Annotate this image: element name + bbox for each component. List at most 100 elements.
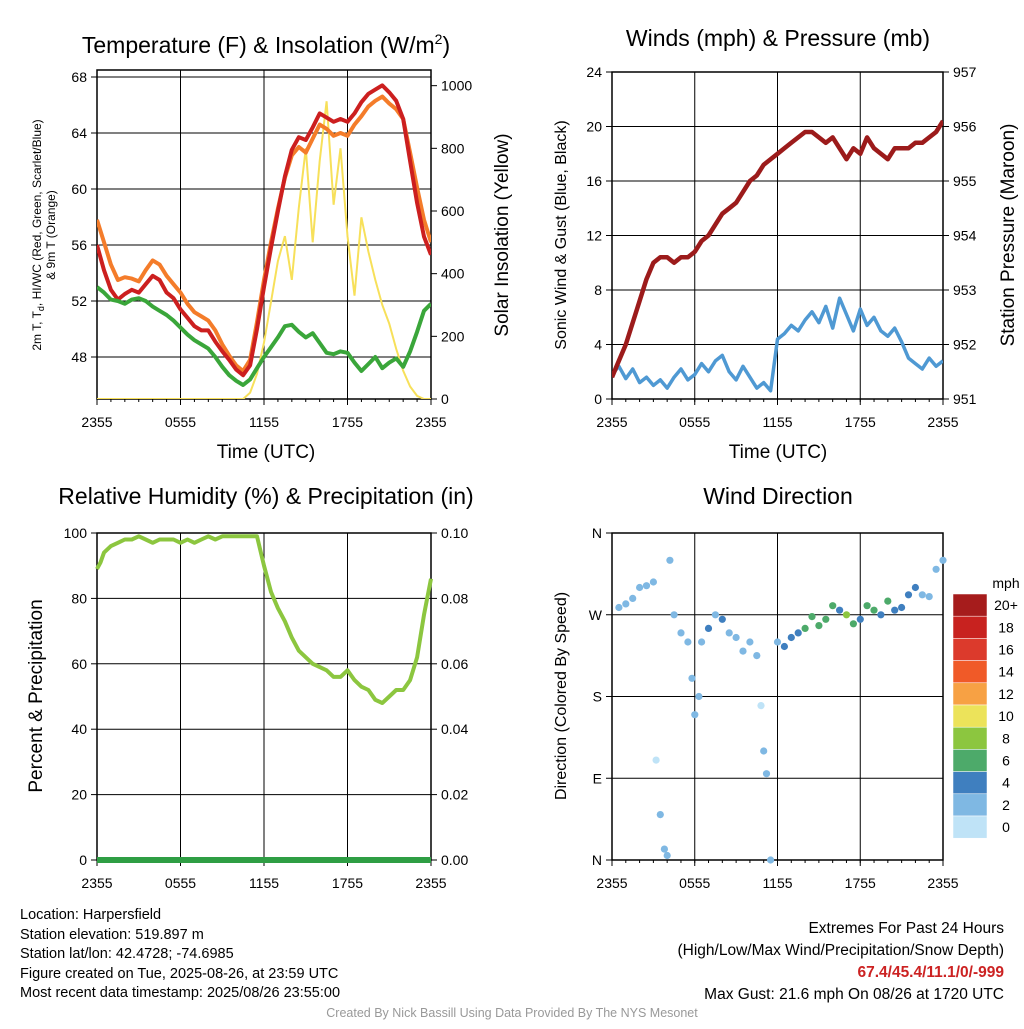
legend-label: 12 <box>998 686 1014 702</box>
y-tick-label: S <box>593 689 602 705</box>
recent-timestamp: Most recent data timestamp: 2025/08/26 2… <box>20 985 341 1001</box>
direction-title: Wind Direction <box>703 483 853 509</box>
speed-legend: mph 20+ 18 16 14 12 10 8 6 4 2 0 <box>952 575 1020 839</box>
x-tick-label: 2355 <box>415 875 446 891</box>
extremes-subtitle: (High/Low/Max Wind/Precipitation/Snow De… <box>677 942 1005 959</box>
y-tick-label: 52 <box>71 293 87 309</box>
temp-title: Temperature (F) & Insolation (W/m2) <box>82 31 450 58</box>
direction-ylabel: Direction (Colored By Speed) <box>553 592 570 800</box>
direction-point <box>849 620 858 628</box>
direction-point <box>757 702 765 710</box>
extremes-title: Extremes For Past 24 Hours <box>808 920 1004 937</box>
legend-label: 18 <box>998 619 1014 635</box>
direction-point <box>718 615 726 623</box>
legend-label: 8 <box>1002 730 1010 746</box>
direction-point <box>760 747 768 755</box>
x-tick-label: 1755 <box>845 875 876 891</box>
pressure-line <box>612 119 943 379</box>
legend-swatch <box>952 726 988 750</box>
direction-plot-area: 2355 0555 1155 1755 2355 N E S W N <box>589 525 959 891</box>
x-tick-label: 2355 <box>927 414 958 430</box>
y-tick-label: 64 <box>71 125 87 141</box>
extremes-values: 67.4/45.4/11.1/0/-999 <box>857 964 1004 981</box>
temp-2m-line <box>97 83 431 378</box>
y-tick-label: 24 <box>586 64 602 80</box>
direction-point <box>677 629 685 637</box>
legend-swatch <box>952 815 988 839</box>
legend-label: 10 <box>998 708 1014 724</box>
direction-point <box>691 711 699 719</box>
y-tick-label: 68 <box>71 69 87 85</box>
direction-point <box>666 556 674 564</box>
station-location: Location: Harpersfield <box>20 907 162 923</box>
plot-frame <box>611 532 944 861</box>
x-tick-label: 1755 <box>332 875 363 891</box>
direction-point <box>622 600 630 608</box>
direction-point <box>911 583 920 592</box>
y2-tick-label: 400 <box>441 266 465 282</box>
direction-point <box>856 615 864 623</box>
y2-tick-label: 1000 <box>441 78 472 94</box>
legend-swatch <box>952 638 988 661</box>
direction-point <box>739 647 747 655</box>
legend-label: 2 <box>1002 797 1010 813</box>
station-latlon: Station lat/lon: 42.4728; -74.6985 <box>20 946 234 962</box>
y2-tick-label: 0.04 <box>441 721 468 737</box>
y2-tick-label: 0.02 <box>441 787 468 803</box>
y2-tick-label: 956 <box>953 119 977 135</box>
y2-tick-label: 800 <box>441 140 465 156</box>
x-tick-label: 2355 <box>927 875 958 891</box>
dewpoint-line <box>97 285 431 387</box>
direction-point <box>863 602 871 610</box>
legend-label: 14 <box>998 664 1014 680</box>
direction-point <box>815 622 823 630</box>
y-tick-label: 20 <box>71 787 87 803</box>
direction-point <box>753 652 761 660</box>
y-tick-label: 40 <box>71 721 87 737</box>
y-tick-label: 100 <box>64 525 88 541</box>
legend-swatch <box>952 660 988 684</box>
direction-point <box>732 633 740 642</box>
direction-point <box>801 624 809 633</box>
direction-point <box>767 856 775 864</box>
direction-point <box>663 851 671 860</box>
y-tick-label: 0 <box>79 852 87 868</box>
station-elevation: Station elevation: 519.897 m <box>20 926 204 943</box>
y-tick-label: 56 <box>71 237 87 253</box>
direction-point <box>877 611 885 619</box>
wind-speed-line <box>612 296 943 393</box>
x-tick-label: 1155 <box>249 414 279 430</box>
temp-xlabel: Time (UTC) <box>217 442 316 463</box>
legend-swatch <box>952 749 988 772</box>
humidity-title: Relative Humidity (%) & Precipitation (i… <box>58 483 473 509</box>
y-tick-label: 8 <box>594 282 602 298</box>
legend-swatch <box>952 771 988 795</box>
y-tick-label: 48 <box>71 349 87 365</box>
x-tick-label: 1155 <box>762 875 792 891</box>
legend-label: 4 <box>1002 775 1010 791</box>
y2-tick-label: 951 <box>953 391 977 407</box>
y-tick-label: N <box>592 852 602 868</box>
direction-point <box>939 556 947 564</box>
x-tick-label: 2355 <box>81 875 112 891</box>
winds-title: Winds (mph) & Pressure (mb) <box>626 25 930 51</box>
figure-created: Figure created on Tue, 2025-08-26, at 23… <box>20 965 339 982</box>
direction-point <box>918 591 926 599</box>
plot-frame <box>96 69 432 400</box>
y-tick-label: 60 <box>71 181 87 197</box>
y2-tick-label: 200 <box>441 328 465 344</box>
y2-tick-label: 957 <box>953 64 977 80</box>
y2-tick-label: 953 <box>953 282 977 298</box>
humidity-line <box>95 534 433 705</box>
y-tick-label: 20 <box>586 119 602 135</box>
winds-ylabel: Sonic Wind & Gust (Blue, Black) <box>553 120 570 349</box>
winds-plot-area: 2355 0555 1155 1755 2355 0 4 8 12 16 20 24 951 952 953… <box>586 64 976 430</box>
direction-point <box>898 603 906 612</box>
direction-point <box>688 674 696 682</box>
y2-tick-label: 954 <box>953 228 977 244</box>
direction-point <box>695 692 703 701</box>
y2-tick-label: 0.00 <box>441 852 468 868</box>
x-tick-label: 2355 <box>415 414 446 430</box>
direction-point <box>746 638 754 646</box>
